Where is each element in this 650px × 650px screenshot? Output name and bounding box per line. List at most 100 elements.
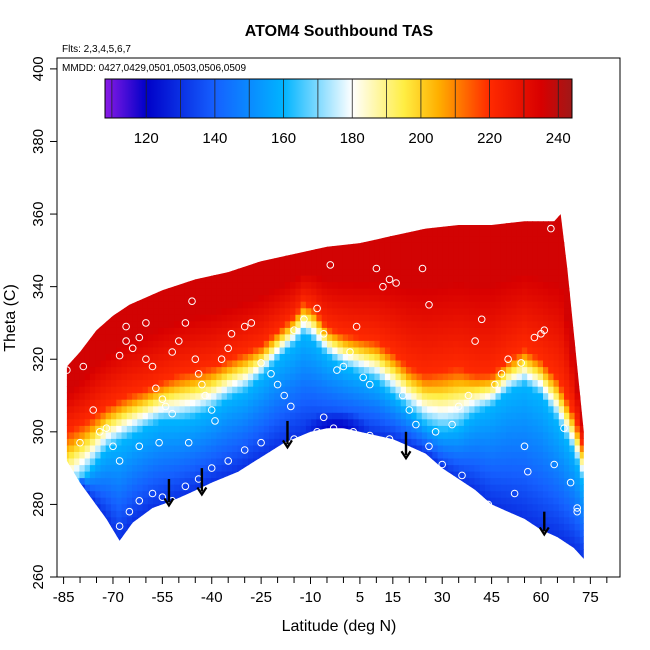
heatmap-cell [258,425,265,433]
heatmap-cell [363,458,370,466]
heatmap-cell [463,229,470,237]
heatmap-cell [342,405,349,413]
heatmap-cell [153,235,159,243]
heatmap-cell [111,229,117,237]
heatmap-cell [521,366,528,374]
heatmap-cell [448,333,454,341]
heatmap-cell [79,373,86,381]
heatmap-cell [316,294,323,302]
heatmap-cell [469,523,476,531]
heatmap-cell [327,418,333,426]
heatmap-cell [179,353,186,361]
heatmap-cell [337,301,344,309]
heatmap-cell [332,516,339,524]
heatmap-cell [458,340,465,348]
heatmap-cell [216,536,223,544]
heatmap-cell [511,451,518,459]
heatmap-cell [417,203,423,210]
heatmap-cell [463,431,470,439]
heatmap-cell [142,281,149,289]
heatmap-cell [174,301,181,309]
heatmap-cell [126,248,133,256]
heatmap-cell [137,444,144,452]
heatmap-cell [327,360,333,368]
heatmap-cell [95,451,102,459]
heatmap-cell [68,235,75,243]
heatmap-cell [269,412,275,420]
heatmap-cell [448,418,454,426]
heatmap-cell [379,451,386,459]
heatmap-cell [226,503,233,511]
heatmap-cell [66,216,70,224]
heatmap-cell [79,262,86,270]
heatmap-cell [453,203,459,210]
heatmap-cell [116,216,123,224]
heatmap-cell [84,444,91,452]
heatmap-cell [384,386,391,394]
heatmap-cell [237,373,244,381]
heatmap-cell [274,214,281,217]
heatmap-cell [232,353,239,361]
heatmap-cell [374,379,381,387]
heatmap-cell [495,248,502,256]
heatmap-cell [179,340,186,348]
heatmap-cell [500,242,507,250]
heatmap-cell [332,216,339,224]
heatmap-cell [379,523,386,531]
heatmap-cell [485,360,491,368]
heatmap-cell [463,510,470,518]
heatmap-cell [474,242,481,250]
heatmap-cell [95,523,102,531]
heatmap-cell [458,405,465,413]
heatmap-cell [427,248,433,256]
heatmap-cell [416,216,423,224]
heatmap-cell [506,386,512,394]
heatmap-cell [195,503,202,511]
heatmap-cell [316,333,323,341]
heatmap-cell [116,555,123,559]
heatmap-cell [490,458,497,466]
heatmap-cell [153,216,159,224]
heatmap-cell [66,214,70,217]
heatmap-cell [258,262,265,270]
heatmap-cell [295,523,302,531]
heatmap-cell [337,536,344,544]
heatmap-cell [463,242,470,250]
heatmap-cell [211,379,217,387]
heatmap-cell [490,216,497,224]
heatmap-cell [205,484,212,492]
heatmap-cell [421,529,428,537]
heatmap-cell [116,490,123,498]
heatmap-cell [232,412,239,420]
heatmap-cell [142,320,149,328]
heatmap-cell [284,288,291,296]
heatmap-cell [237,275,244,283]
heatmap-cell [284,542,291,550]
heatmap-cell [116,451,123,459]
heatmap-cell [269,275,275,283]
heatmap-cell [290,255,296,263]
heatmap-cell [537,386,544,394]
heatmap-cell [300,320,307,328]
heatmap-cell [406,214,412,217]
heatmap-cell [348,418,354,426]
heatmap-cell [284,529,291,537]
heatmap-cell [111,392,117,400]
heatmap-cell [190,399,196,407]
heatmap-cell [284,320,291,328]
heatmap-cell [237,353,244,361]
heatmap-cell [205,320,212,328]
heatmap-cell [527,431,534,439]
heatmap-cell [100,353,107,361]
heatmap-cell [500,444,507,452]
heatmap-cell [274,333,281,341]
heatmap-cell [195,203,201,210]
heatmap-cell [384,301,391,309]
heatmap-cell [221,268,228,276]
heatmap-cell [100,268,107,276]
heatmap-cell [485,294,491,302]
heatmap-cell [248,242,254,250]
heatmap-cell [500,268,507,276]
heatmap-cell [448,542,454,550]
heatmap-cell [448,203,454,210]
